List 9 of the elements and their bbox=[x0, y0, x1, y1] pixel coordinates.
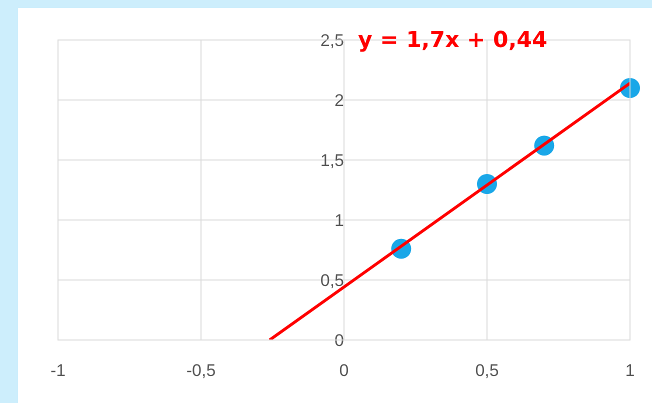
y-tick-label: 2 bbox=[334, 90, 344, 110]
x-tick-label: 1 bbox=[625, 361, 635, 380]
x-tick-label: 0,5 bbox=[475, 361, 499, 380]
y-tick-label: 1,5 bbox=[320, 150, 344, 170]
x-tick-label: -1 bbox=[50, 361, 66, 380]
annotation: y = 1,7x + 0,44 bbox=[358, 28, 548, 53]
x-tick-label: -0,5 bbox=[186, 361, 216, 380]
y-tick-label: 0,5 bbox=[320, 270, 344, 290]
y-tick-label: 1 bbox=[334, 210, 344, 230]
